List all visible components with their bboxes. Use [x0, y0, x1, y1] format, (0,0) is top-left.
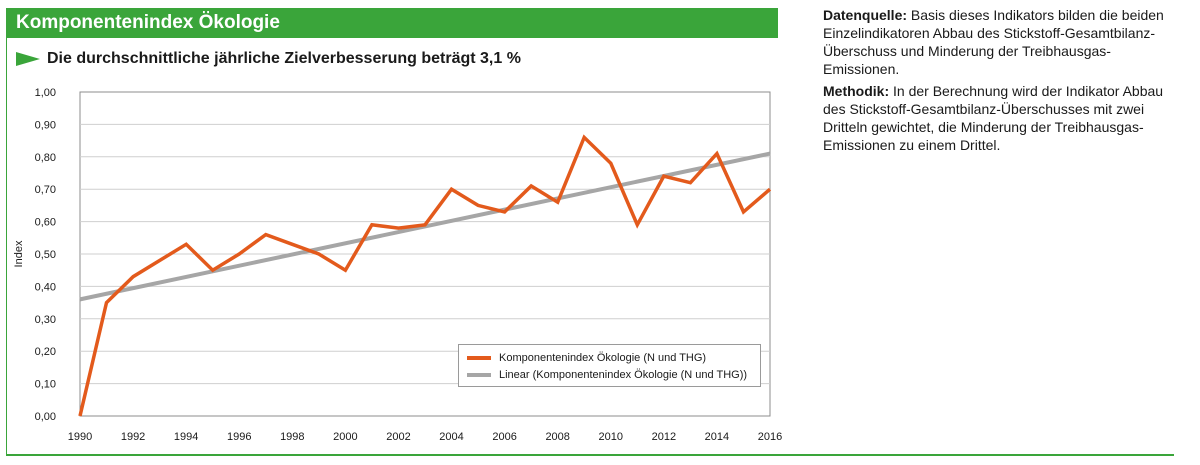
method-text: In der Berechnung wird der Indikator Abb… [823, 83, 1164, 153]
series-line [78, 134, 772, 417]
x-tick-label: 1998 [280, 431, 304, 443]
y-tick-label: 0,70 [35, 184, 56, 196]
y-tick-label: 0,50 [35, 249, 56, 261]
x-tick-label: 2002 [386, 431, 410, 443]
chart-legend: Komponentenindex Ökologie (N und THG) Li… [458, 344, 761, 387]
info-panel: Datenquelle: Basis dieses Indikators bil… [823, 6, 1173, 158]
legend-swatch-series [467, 355, 491, 360]
y-tick-label: 0,40 [35, 281, 56, 293]
y-tick-label: 0,80 [35, 152, 56, 164]
page-title: Komponentenindex Ökologie [6, 8, 778, 38]
x-tick-label: 1994 [174, 431, 198, 443]
source-paragraph: Datenquelle: Basis dieses Indikators bil… [823, 6, 1173, 78]
x-tick-label: 2014 [705, 431, 729, 443]
frame-left-rule [6, 8, 7, 454]
y-tick-label: 0,30 [35, 314, 56, 326]
y-tick-label: 0,00 [35, 411, 56, 423]
method-label: Methodik: [823, 83, 890, 99]
source-text: Basis dieses Indikators bilden die beide… [823, 7, 1164, 77]
y-tick-label: 1,00 [35, 87, 56, 99]
legend-label-series: Komponentenindex Ökologie (N und THG) [499, 351, 707, 364]
x-tick-label: 2006 [492, 431, 516, 443]
legend-item-trend: Linear (Komponentenindex Ökologie (N und… [467, 366, 752, 383]
method-paragraph: Methodik: In der Berechnung wird der Ind… [823, 82, 1173, 154]
y-tick-label: 0,10 [35, 379, 56, 391]
x-tick-label: 1996 [227, 431, 251, 443]
source-label: Datenquelle: [823, 7, 908, 23]
x-tick-label: 1990 [68, 431, 92, 443]
legend-label-trend: Linear (Komponentenindex Ökologie (N und… [499, 368, 748, 381]
line-chart: 0,00 0,10 0,20 0,30 0,40 0,50 0,60 0,70 0,80 0,90… [13, 87, 782, 443]
x-tick-label: 2010 [599, 431, 623, 443]
arrow-icon [16, 52, 40, 66]
x-tick-label: 2012 [652, 431, 676, 443]
subtitle-text: Die durchschnittliche jährliche Zielverb… [47, 50, 521, 67]
y-tick-label: 0,90 [35, 119, 56, 131]
x-tick-label: 2000 [333, 431, 357, 443]
x-tick-label: 2008 [545, 431, 569, 443]
x-tick-label: 2016 [758, 431, 782, 443]
legend-item-series: Komponentenindex Ökologie (N und THG) [467, 349, 752, 366]
chart-subtitle: Die durchschnittliche jährliche Zielverb… [16, 48, 521, 70]
x-tick-label: 1992 [121, 431, 145, 443]
x-tick-label: 2004 [439, 431, 463, 443]
y-axis-label: Index [13, 240, 25, 267]
frame-bottom-rule [6, 454, 1174, 456]
y-tick-label: 0,20 [35, 346, 56, 358]
legend-swatch-trend [467, 372, 491, 377]
y-tick-label: 0,60 [35, 217, 56, 229]
